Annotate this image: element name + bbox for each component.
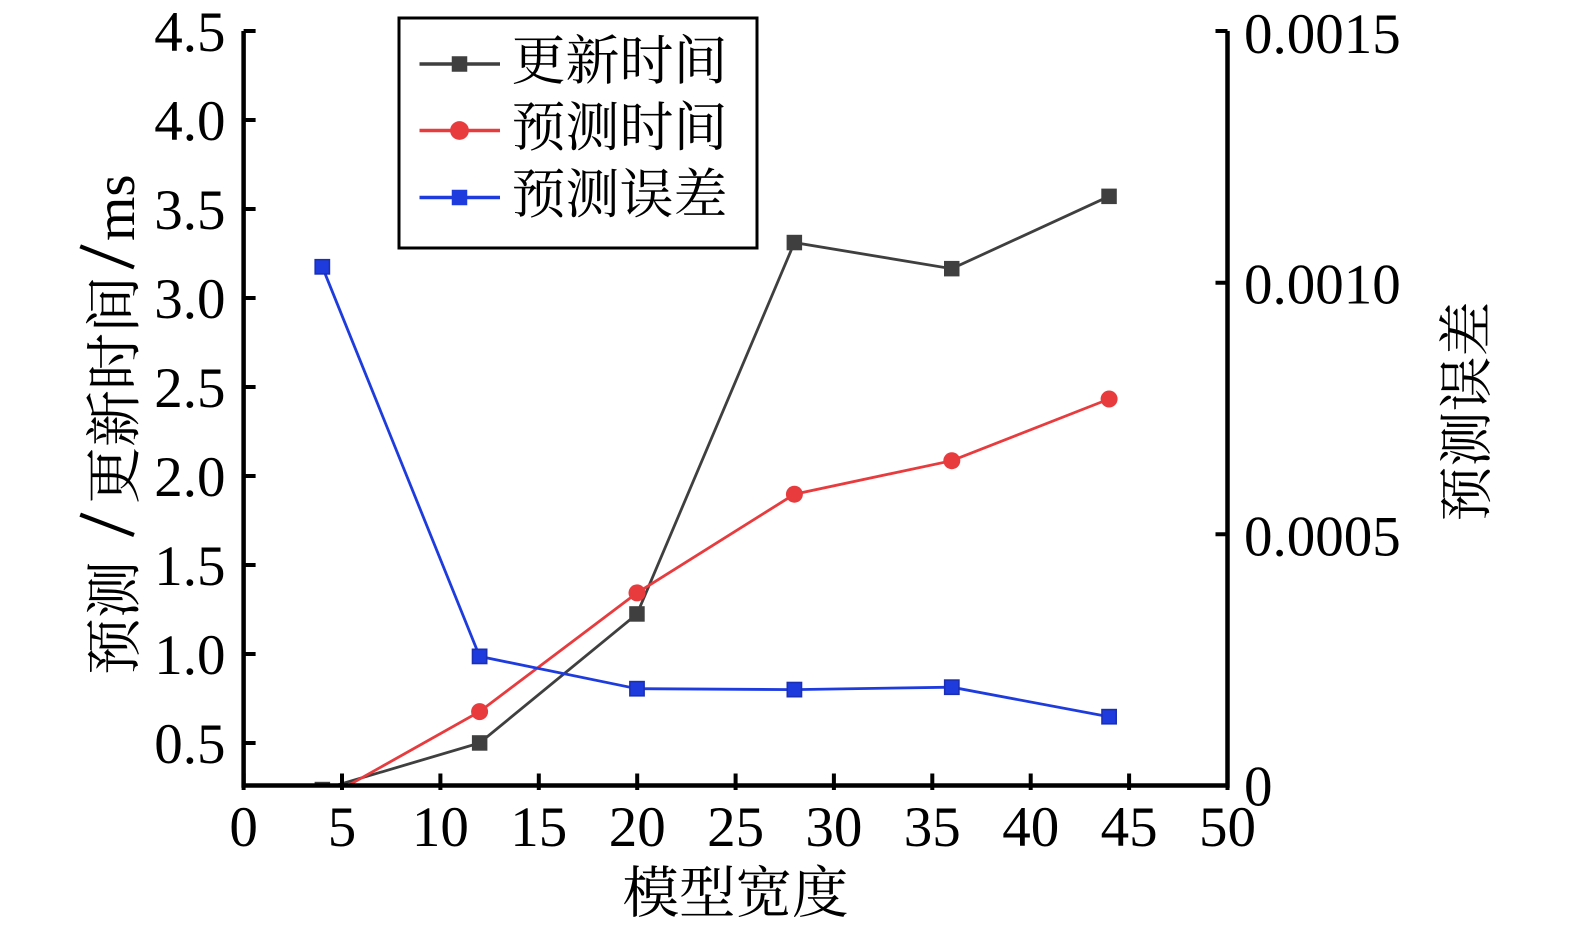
svg-text:3.5: 3.5 [154, 179, 225, 242]
svg-text:40: 40 [1002, 796, 1059, 859]
svg-text:25: 25 [707, 796, 764, 859]
svg-text:3.0: 3.0 [154, 268, 225, 331]
svg-text:10: 10 [412, 796, 469, 859]
svg-text:4.0: 4.0 [154, 90, 225, 153]
svg-text:0: 0 [229, 796, 258, 859]
svg-text:30: 30 [805, 796, 862, 859]
svg-text:4.5: 4.5 [154, 1, 225, 64]
svg-text:2.5: 2.5 [154, 357, 225, 420]
svg-text:0: 0 [1244, 756, 1273, 819]
svg-text:0.0010: 0.0010 [1244, 254, 1401, 317]
svg-text:ms: ms [84, 174, 147, 241]
svg-text:20: 20 [609, 796, 666, 859]
svg-text:15: 15 [510, 796, 567, 859]
svg-text:0.5: 0.5 [154, 713, 225, 776]
svg-text:1.0: 1.0 [154, 624, 225, 687]
svg-text:0.0005: 0.0005 [1244, 505, 1401, 568]
svg-text:50: 50 [1199, 796, 1256, 859]
svg-text:35: 35 [904, 796, 961, 859]
svg-text:0.0015: 0.0015 [1244, 3, 1401, 66]
svg-text:45: 45 [1101, 796, 1158, 859]
svg-text:1.5: 1.5 [154, 535, 225, 598]
svg-text:5: 5 [328, 796, 357, 859]
svg-text:2.0: 2.0 [154, 446, 225, 509]
